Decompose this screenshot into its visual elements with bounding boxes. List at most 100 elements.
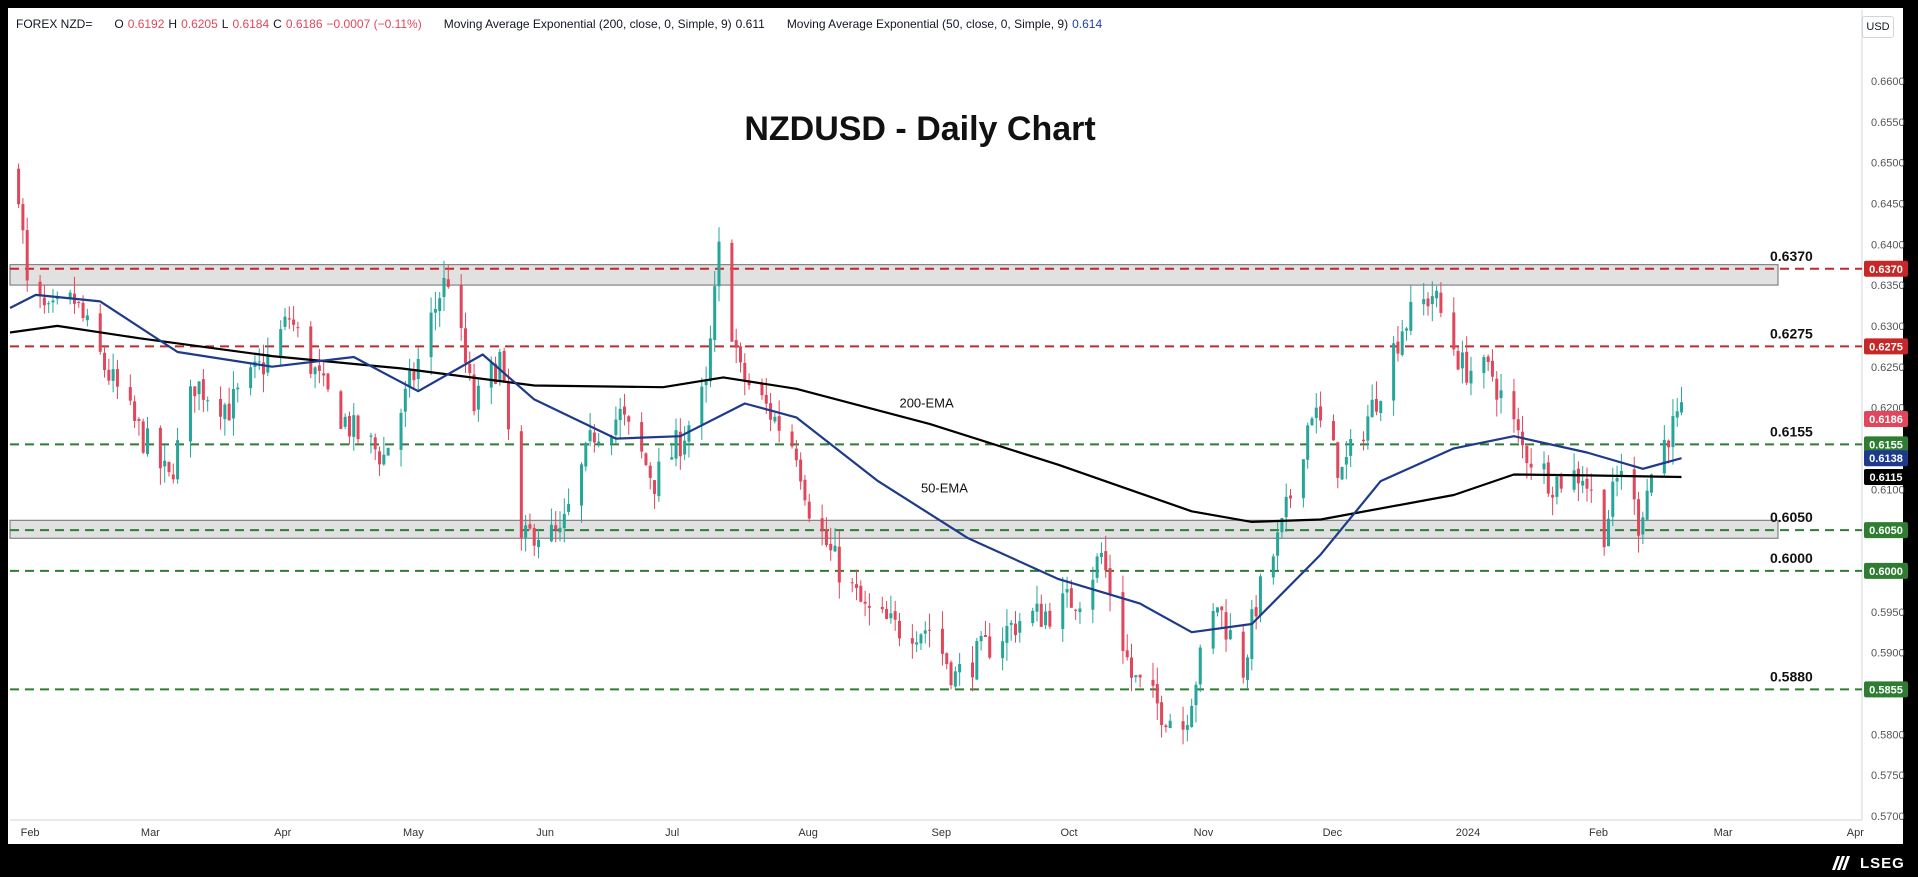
symbol-name[interactable]: FOREX NZD=	[16, 17, 93, 31]
candle	[356, 414, 360, 444]
candle	[1405, 326, 1409, 341]
candle	[38, 274, 42, 309]
candle	[442, 260, 446, 312]
candle	[644, 452, 648, 467]
candle	[167, 461, 171, 477]
candle	[498, 348, 502, 386]
x-tick-label: Jul	[665, 827, 679, 839]
level-tag: 0.6050	[1869, 525, 1903, 537]
price-tag: 0.6138	[1869, 453, 1903, 465]
candle	[979, 631, 983, 651]
currency-button[interactable]: USD	[1862, 16, 1894, 38]
candle	[1576, 461, 1580, 502]
candle-body	[1035, 603, 1039, 612]
candle	[236, 383, 240, 403]
indicator-ema50-value: 0.614	[1072, 17, 1103, 31]
candle-body	[919, 634, 923, 644]
candle-body	[1168, 720, 1172, 729]
candle-body	[1306, 425, 1310, 460]
candle	[111, 353, 115, 393]
candle-body	[498, 351, 502, 382]
candle-body	[356, 415, 360, 440]
candle-body	[1551, 494, 1555, 498]
legend-header: FOREX NZD= O 0.6192 H 0.6205 L 0.6184 C 0.61…	[16, 14, 1102, 34]
open-value: 0.6192	[127, 17, 165, 31]
candle-body	[442, 277, 446, 297]
candle-body	[1246, 657, 1250, 680]
level-tag: 0.6275	[1869, 341, 1903, 353]
brand-logo: LSEG	[1832, 854, 1905, 872]
candle	[257, 348, 261, 371]
candle-body	[408, 370, 412, 388]
candle	[1005, 609, 1009, 661]
x-tick-label: May	[403, 827, 424, 839]
candle	[1215, 607, 1219, 617]
candle-body	[322, 373, 326, 376]
x-tick-label: Mar	[1714, 827, 1733, 839]
candle	[158, 425, 162, 485]
candle	[309, 321, 313, 379]
candle-body	[653, 480, 657, 494]
indicator-ema200-label[interactable]: Moving Average Exponential (200, close, …	[443, 17, 732, 31]
candle	[1662, 425, 1666, 478]
candle-body	[1130, 657, 1134, 678]
indicator-ema50-label[interactable]: Moving Average Exponential (50, close, 0…	[786, 17, 1069, 31]
y-tick-label: 0.5750	[1871, 770, 1905, 782]
candle	[317, 349, 321, 384]
candle-body	[958, 664, 962, 673]
candle-body	[743, 362, 747, 382]
candle-body	[1400, 331, 1404, 355]
candle	[700, 377, 704, 441]
candle	[231, 371, 235, 436]
candle-body	[1405, 328, 1409, 331]
candle	[1602, 488, 1606, 556]
candle-body	[790, 431, 794, 447]
candle-body	[1430, 296, 1434, 305]
candle-body	[885, 608, 889, 619]
candle	[326, 372, 330, 392]
x-tick-label: Sep	[932, 827, 952, 839]
level-label: 0.6370	[1770, 248, 1813, 264]
candle-body	[266, 354, 270, 373]
candle-body	[1280, 518, 1284, 533]
candle	[1306, 422, 1310, 469]
candle-body	[579, 464, 584, 506]
candle	[1125, 634, 1129, 661]
candle	[1465, 336, 1469, 386]
candle-body	[1495, 378, 1499, 400]
candle	[824, 517, 828, 548]
y-tick-label: 0.6550	[1871, 117, 1905, 129]
candle-body	[1340, 466, 1344, 480]
candle-body	[1542, 463, 1546, 470]
price-zone	[9, 264, 1779, 286]
candle-body	[197, 381, 201, 395]
candle	[1009, 619, 1013, 641]
candle-body	[55, 298, 59, 300]
candle-body	[1031, 610, 1035, 624]
candle	[206, 396, 210, 412]
candle-body	[794, 448, 798, 461]
candle	[777, 400, 781, 443]
candle-body	[549, 524, 553, 542]
candle-body	[47, 303, 51, 305]
candle-body	[618, 408, 622, 421]
candle-body	[433, 308, 437, 313]
candle-body	[378, 451, 382, 465]
price-tag-box	[1864, 469, 1908, 485]
candle	[885, 601, 889, 620]
candle	[115, 359, 119, 400]
candle	[1246, 654, 1250, 690]
x-tick-label: Oct	[1060, 827, 1077, 839]
candle	[949, 660, 953, 690]
candle	[562, 498, 566, 543]
candle-body	[1396, 341, 1400, 354]
candle-body	[1061, 593, 1065, 629]
level-tag-box	[1864, 681, 1908, 698]
x-tick-label: Jun	[536, 827, 554, 839]
candle-body	[829, 543, 833, 551]
candle-body	[339, 391, 343, 429]
candle-body	[416, 358, 420, 380]
candle	[1031, 607, 1035, 627]
candle	[532, 523, 536, 557]
